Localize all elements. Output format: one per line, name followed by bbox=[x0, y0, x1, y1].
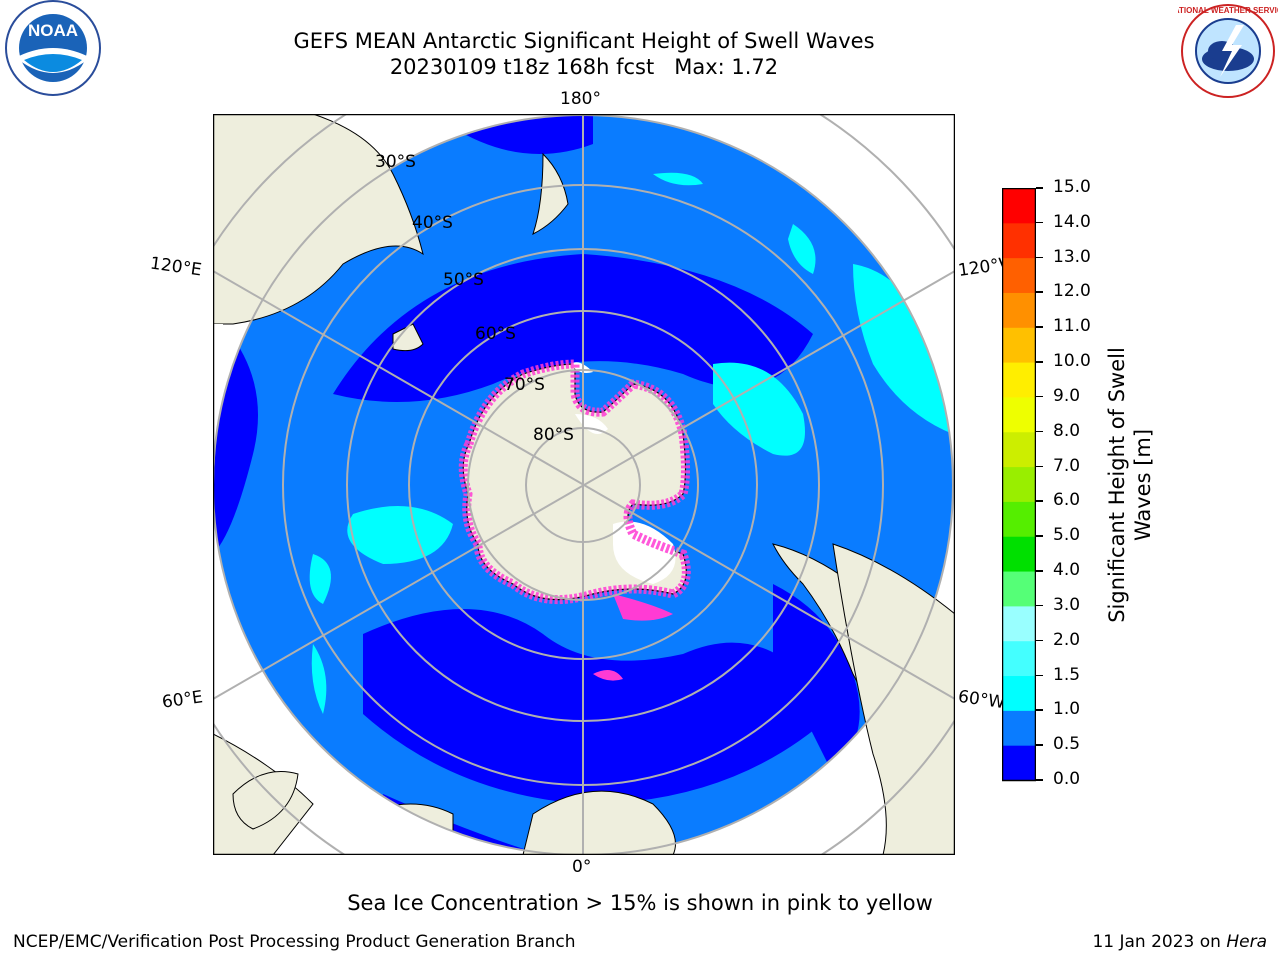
colorbar-tick-mark bbox=[1036, 639, 1043, 642]
colorbar-tick-mark bbox=[1036, 291, 1043, 293]
colorbar bbox=[1002, 188, 1036, 782]
colorbar-segment bbox=[1002, 536, 1036, 572]
colorbar-tick-label: 1.0 bbox=[1053, 699, 1081, 720]
colorbar-segment bbox=[1002, 675, 1036, 711]
colorbar-tick-label: 11.0 bbox=[1053, 316, 1091, 337]
lon-label-60e: 60°E bbox=[160, 687, 205, 713]
colorbar-tick-mark bbox=[1036, 500, 1043, 502]
colorbar-tick-label: 6.0 bbox=[1053, 490, 1081, 511]
noaa-logo-text: NOAA bbox=[28, 21, 78, 40]
nws-logo: NATIONAL WEATHER SERVICE bbox=[1178, 4, 1278, 98]
colorbar-tick-label: 14.0 bbox=[1053, 211, 1091, 232]
lon-label-0: 0° bbox=[572, 857, 592, 877]
colorbar-tick-mark bbox=[1036, 604, 1043, 607]
colorbar-label: Significant Height of Swell Waves [m] bbox=[1104, 347, 1156, 623]
colorbar-tick-mark bbox=[1036, 187, 1043, 189]
polar-map bbox=[213, 114, 955, 855]
date-value: 11 Jan 2023 on bbox=[1092, 932, 1227, 952]
colorbar-segment bbox=[1002, 257, 1036, 293]
colorbar-tick-mark bbox=[1036, 779, 1043, 781]
colorbar-tick-label: 7.0 bbox=[1053, 455, 1081, 476]
colorbar-tick-label: 3.0 bbox=[1053, 594, 1081, 615]
colorbar-tick-label: 8.0 bbox=[1053, 420, 1081, 441]
lon-label-120e: 120°E bbox=[148, 253, 203, 281]
colorbar-segment bbox=[1002, 605, 1036, 642]
colorbar-label-line1: Significant Height of Swell bbox=[1105, 347, 1129, 623]
lat-label-40s: 40°S bbox=[412, 213, 453, 233]
colorbar-tick-mark bbox=[1036, 221, 1043, 224]
colorbar-tick-mark bbox=[1036, 570, 1043, 572]
colorbar-tick-mark bbox=[1036, 395, 1043, 398]
colorbar-tick-label: 15.0 bbox=[1053, 177, 1091, 197]
noaa-logo: NOAA bbox=[5, 0, 101, 96]
colorbar-tick-mark bbox=[1036, 535, 1043, 537]
colorbar-segment bbox=[1002, 327, 1036, 363]
colorbar-segment bbox=[1002, 571, 1036, 607]
lon-label-60w: 60°W bbox=[956, 686, 1007, 714]
colorbar-segment bbox=[1002, 710, 1036, 746]
lat-label-70s: 70°S bbox=[504, 375, 545, 395]
chart-subtitle: 20230109 t18z 168h fcst Max: 1.72 bbox=[389, 55, 779, 79]
lat-label-50s: 50°S bbox=[443, 270, 484, 290]
colorbar-tick-mark bbox=[1036, 674, 1043, 677]
sea-ice-caption: Sea Ice Concentration > 15% is shown in … bbox=[347, 891, 933, 915]
colorbar-tick-label: 1.5 bbox=[1053, 664, 1081, 685]
colorbar-segment bbox=[1002, 362, 1036, 398]
colorbar-tick-mark bbox=[1036, 465, 1043, 468]
colorbar-segment bbox=[1002, 466, 1036, 502]
colorbar-segment bbox=[1002, 501, 1036, 537]
date-text: 11 Jan 2023 on Hera bbox=[1092, 932, 1267, 952]
colorbar-tick-label: 2.0 bbox=[1053, 629, 1081, 650]
colorbar-tick-mark bbox=[1036, 326, 1043, 328]
lat-label-60s: 60°S bbox=[475, 324, 516, 344]
colorbar-tick-label: 13.0 bbox=[1053, 246, 1091, 267]
colorbar-label-line2: Waves [m] bbox=[1131, 428, 1155, 542]
colorbar-tick-label: 10.0 bbox=[1053, 351, 1091, 372]
colorbar-tick-label: 0.0 bbox=[1053, 769, 1081, 789]
colorbar-segment bbox=[1002, 745, 1036, 781]
colorbar-segment bbox=[1002, 396, 1036, 433]
colorbar-tick-mark bbox=[1036, 709, 1043, 711]
colorbar-segment bbox=[1002, 222, 1036, 259]
credit-text: NCEP/EMC/Verification Post Processing Pr… bbox=[13, 932, 576, 952]
graticule bbox=[213, 114, 955, 855]
host-name: Hera bbox=[1226, 932, 1267, 952]
lat-label-30s: 30°S bbox=[375, 152, 416, 172]
colorbar-tick-mark bbox=[1036, 361, 1043, 363]
colorbar-tick-label: 4.0 bbox=[1053, 560, 1081, 581]
lon-label-180: 180° bbox=[560, 89, 601, 109]
colorbar-segment bbox=[1002, 431, 1036, 468]
colorbar-segment bbox=[1002, 188, 1036, 224]
colorbar-tick-label: 9.0 bbox=[1053, 385, 1081, 406]
colorbar-tick-label: 12.0 bbox=[1053, 281, 1091, 302]
colorbar-tick-mark bbox=[1036, 430, 1043, 433]
colorbar-segment bbox=[1002, 292, 1036, 328]
nws-logo-text: NATIONAL WEATHER SERVICE bbox=[1178, 6, 1278, 15]
lat-label-80s: 80°S bbox=[533, 425, 574, 445]
colorbar-tick-label: 5.0 bbox=[1053, 525, 1081, 546]
colorbar-tick-label: 0.5 bbox=[1053, 734, 1081, 755]
chart-title: GEFS MEAN Antarctic Significant Height o… bbox=[293, 29, 875, 53]
colorbar-tick-mark bbox=[1036, 256, 1043, 259]
colorbar-segment bbox=[1002, 640, 1036, 677]
colorbar-tick-mark bbox=[1036, 744, 1043, 746]
